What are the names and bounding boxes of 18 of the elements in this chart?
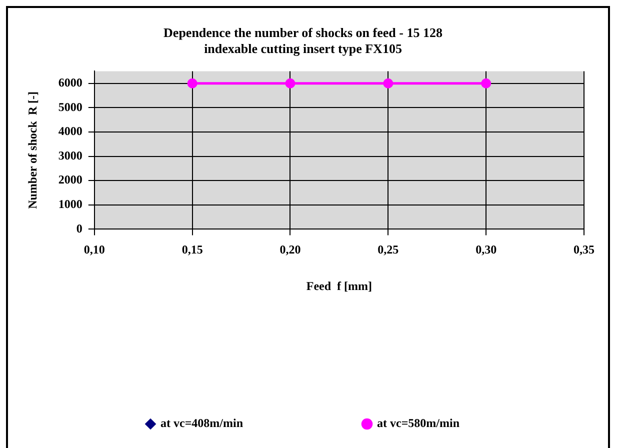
x-tick-label: 0,35 <box>574 242 594 256</box>
y-tick-label: 6000 <box>58 75 82 90</box>
y-tick-label: 1000 <box>58 196 82 211</box>
x-tick-label: 0,20 <box>280 242 301 256</box>
x-tick-label: 0,30 <box>476 242 497 256</box>
y-tick-label: 5000 <box>58 100 82 114</box>
y-axis-title: Number of shock R [-] <box>25 91 40 209</box>
legend-label: at vc=408m/min <box>160 416 244 430</box>
y-tick-label: 3000 <box>58 148 82 162</box>
x-tick-label: 0,25 <box>378 242 399 256</box>
y-tick-label: 2000 <box>58 172 82 187</box>
chart-title: Dependence the number of shocks on feed - 15 128 indexable cutting insert type FX105 <box>164 25 443 56</box>
x-axis-title: Feed f [mm] <box>306 278 372 293</box>
y-tick-label: 4000 <box>58 124 82 138</box>
x-tick-label: 0,10 <box>84 242 105 256</box>
y-tick-label: 0 <box>76 221 82 236</box>
x-tick-label: 0,15 <box>182 242 203 256</box>
legend-label: at vc=580m/min <box>377 416 460 430</box>
